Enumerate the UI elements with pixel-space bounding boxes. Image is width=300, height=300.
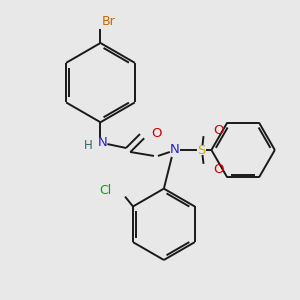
- Text: H: H: [84, 139, 93, 152]
- Text: O: O: [151, 127, 161, 140]
- Text: S: S: [197, 143, 206, 157]
- Text: Cl: Cl: [99, 184, 111, 197]
- Text: O: O: [213, 163, 224, 176]
- Text: N: N: [170, 142, 180, 155]
- Text: Br: Br: [101, 15, 115, 28]
- Text: N: N: [98, 136, 107, 148]
- Text: O: O: [213, 124, 224, 137]
